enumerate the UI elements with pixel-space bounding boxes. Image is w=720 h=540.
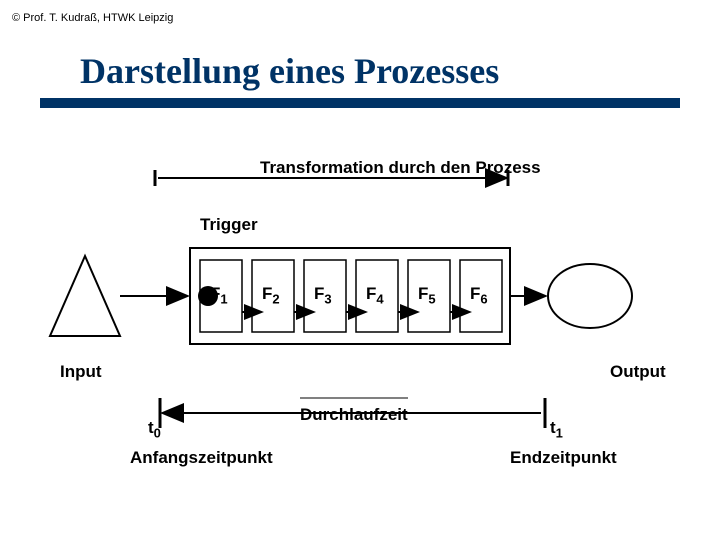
diagram-svg [0, 0, 720, 540]
func-f4: F4 [366, 284, 384, 306]
func-f6: F6 [470, 284, 488, 306]
func-f1: F1 [210, 284, 228, 306]
func-f5: F5 [418, 284, 436, 306]
func-f2: F2 [262, 284, 280, 306]
func-f3: F3 [314, 284, 332, 306]
